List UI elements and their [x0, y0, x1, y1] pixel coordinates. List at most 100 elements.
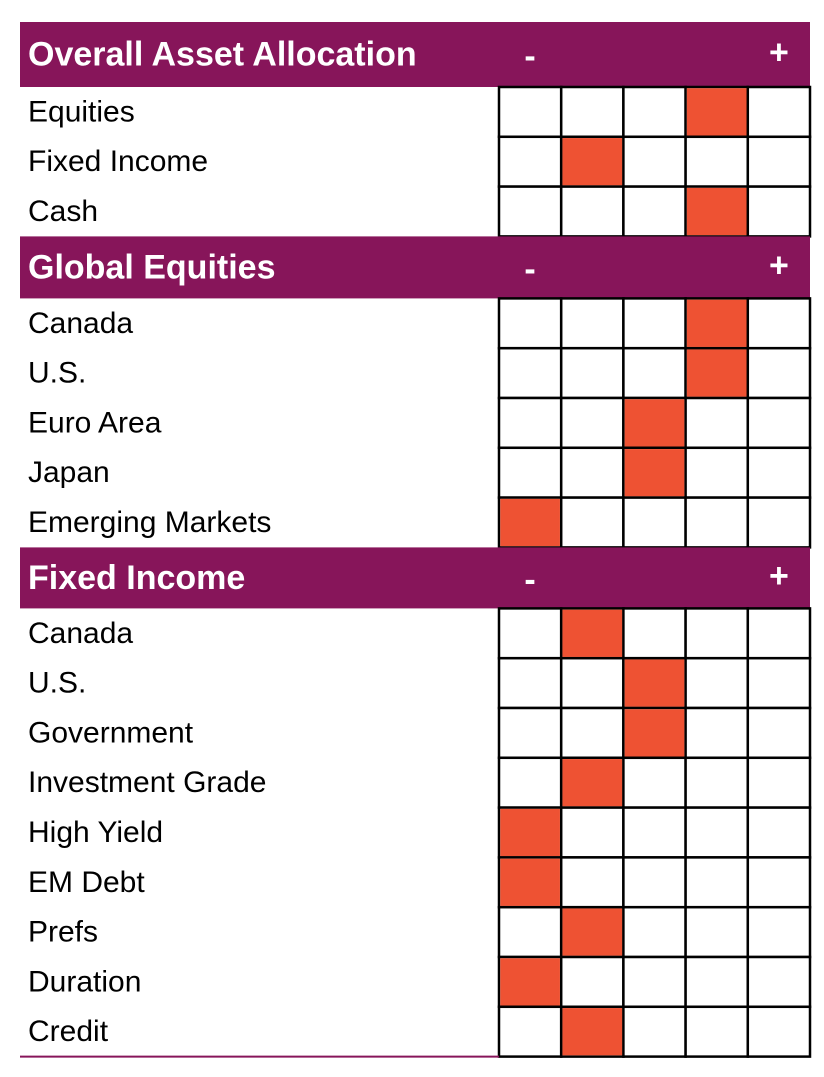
section-header [20, 547, 810, 609]
cell [622, 496, 687, 549]
cell [497, 756, 563, 809]
cell [497, 446, 563, 499]
row-label: Euro Area [28, 406, 162, 439]
cell [622, 955, 687, 1009]
cell [559, 806, 625, 859]
section-title: Fixed Income [28, 559, 245, 597]
cell [622, 297, 687, 350]
rating-cell [624, 659, 685, 707]
cell [622, 1005, 687, 1058]
row-label: Cash [28, 195, 98, 228]
cell [746, 496, 812, 549]
rating-cell [686, 299, 747, 347]
row-label: Credit [28, 1015, 109, 1048]
cell [559, 446, 625, 499]
cell [497, 905, 563, 959]
cell [684, 656, 750, 710]
rating-cell [562, 759, 623, 807]
section-title: Overall Asset Allocation [28, 36, 417, 74]
plus-sign: + [769, 34, 789, 72]
cell [746, 135, 812, 188]
cell [559, 185, 625, 238]
cell [684, 706, 750, 760]
row-label: Investment Grade [28, 766, 266, 799]
rating-cell [500, 858, 560, 906]
row-label: Japan [28, 456, 110, 489]
cell [746, 756, 812, 809]
row-label: Canada [28, 617, 133, 650]
plus-sign: + [769, 246, 789, 284]
cell [622, 135, 687, 188]
cell [497, 297, 563, 350]
row-label: Duration [28, 965, 141, 998]
cell [684, 396, 750, 450]
cell [684, 496, 750, 549]
rating-cell [624, 399, 685, 447]
cell [497, 85, 563, 139]
row-label: Fixed Income [28, 145, 208, 178]
cell [684, 856, 750, 909]
row-label: Prefs [28, 916, 98, 949]
cell [746, 955, 812, 1009]
minus-sign: - [524, 38, 535, 76]
cell [746, 856, 812, 909]
section-header [20, 22, 810, 87]
rating-cell [500, 958, 560, 1006]
cell [746, 85, 812, 139]
cell [746, 1005, 812, 1058]
cell [559, 496, 625, 549]
cell [746, 297, 812, 350]
cell [746, 905, 812, 959]
section-header [20, 236, 810, 299]
cell [622, 856, 687, 909]
row-label: Equities [28, 95, 135, 128]
cell [746, 346, 812, 400]
cell [622, 346, 687, 400]
minus-sign: - [524, 250, 535, 288]
cell [497, 346, 563, 400]
rating-cell [562, 1008, 623, 1056]
cell [746, 185, 812, 238]
cell [559, 856, 625, 909]
rating-cell [562, 609, 623, 657]
cell [684, 135, 750, 188]
rating-cell [624, 709, 685, 757]
cell [497, 135, 563, 188]
cell [559, 955, 625, 1009]
minus-sign: - [524, 561, 535, 599]
cell [684, 905, 750, 959]
rating-cell [686, 349, 747, 397]
rating-cell [500, 498, 560, 547]
row-label: Canada [28, 307, 133, 340]
rating-cell [562, 908, 623, 956]
cell [684, 446, 750, 499]
cell [497, 656, 563, 710]
row-label: High Yield [28, 816, 163, 849]
cell [746, 607, 812, 660]
cell [684, 607, 750, 660]
cell [746, 396, 812, 450]
row-label: Government [28, 716, 194, 749]
cell [497, 706, 563, 760]
cell [684, 806, 750, 859]
cell [497, 396, 563, 450]
cell [684, 1005, 750, 1058]
cell [746, 706, 812, 760]
row-label: EM Debt [28, 866, 145, 899]
rating-cell [686, 187, 747, 236]
cell [622, 806, 687, 859]
cell [559, 346, 625, 400]
cell [559, 706, 625, 760]
cell [622, 185, 687, 238]
rating-cell [624, 449, 685, 497]
cell [746, 656, 812, 710]
plus-sign: + [769, 557, 789, 595]
row-label: U.S. [28, 667, 86, 700]
cell [497, 185, 563, 238]
cell [497, 1005, 563, 1058]
rating-cell [686, 88, 747, 136]
cell [746, 446, 812, 499]
cell [684, 955, 750, 1009]
row-label: Emerging Markets [28, 506, 271, 539]
